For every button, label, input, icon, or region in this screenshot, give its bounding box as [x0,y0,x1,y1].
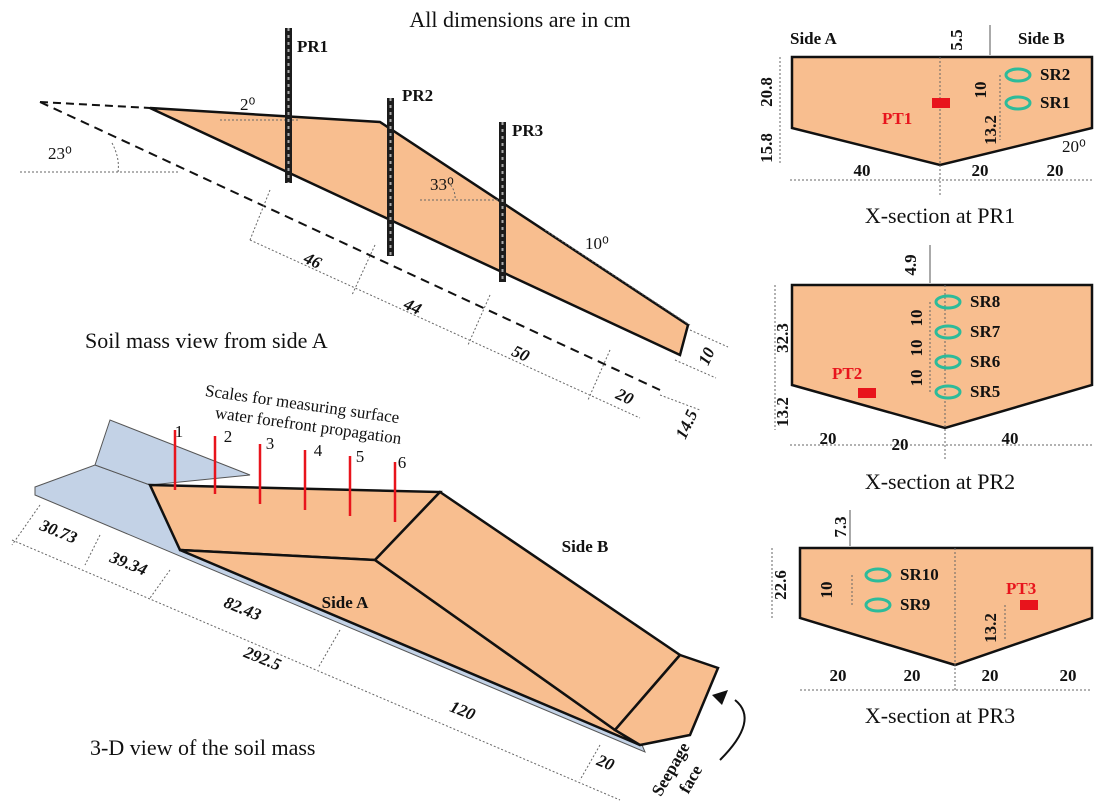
sensor-label: SR5 [970,382,1000,401]
dimension: 13.2 [981,613,1000,643]
shape [150,108,688,355]
sensor-label: SR1 [1040,93,1070,112]
caption: Soil mass view from side A [85,328,328,353]
probe-label: PR2 [402,86,433,105]
dimension: 20 [593,750,617,775]
transducer-label: PT1 [882,109,912,128]
dimension: 10 [907,340,926,357]
dimension: 5.5 [947,29,966,50]
shape [318,630,340,668]
side-label: Side B [1018,29,1065,48]
dimension: 40 [1002,429,1019,448]
dimension: 20 [830,666,847,685]
dimension: 50 [509,341,533,366]
angle-label: 20⁰ [1062,137,1086,156]
dimension: 10 [694,344,719,368]
shape [112,143,118,172]
angle-label: 2⁰ [240,95,256,114]
angle-label: 33⁰ [430,175,454,194]
dimension: 30.73 [36,515,80,548]
shape [468,295,490,345]
dimension: 20 [1047,161,1064,180]
shape [690,330,728,347]
dimension: 20 [820,429,837,448]
shape [858,388,876,398]
dimension: 7.3 [831,516,850,537]
shape [85,535,100,565]
shape [712,690,728,705]
scale-label: 3 [266,434,275,453]
shape [720,700,745,760]
caption: X-section at PR3 [865,703,1015,728]
shape [150,570,170,598]
shape [40,102,150,108]
dimension: 82.43 [221,593,264,625]
dimension: 20 [892,435,909,454]
dimension: 14.5 [672,406,702,441]
shape [660,395,700,410]
shape [800,548,1092,665]
side-label: Side B [562,537,609,556]
dimension: 10 [971,82,990,99]
scale-label: 4 [314,441,323,460]
dimension: 20.8 [757,77,776,107]
sensor-label: SR9 [900,595,930,614]
dimension: 46 [300,248,325,273]
angle-label: 23⁰ [48,144,72,163]
sensor-label: SR7 [970,322,1001,341]
dimension: 20 [972,161,989,180]
sensor-label: SR8 [970,292,1000,311]
caption: 3-D view of the soil mass [90,735,315,760]
dimension: 20 [1060,666,1077,685]
dimension: 13.2 [773,397,792,427]
dimension: 10 [817,582,836,599]
side-label: Side A [322,593,369,612]
shape [250,190,270,240]
sensor-label: SR10 [900,565,939,584]
sensor-label: SR2 [1040,65,1070,84]
dimension: 10 [907,310,926,327]
dimension: 120 [447,697,478,724]
angle-label: 10⁰ [585,234,609,253]
dimension: 44 [400,294,424,319]
dimension: 20 [612,384,637,409]
scale-label: 2 [224,427,233,446]
dimension: 39.34 [106,547,150,579]
dimension: 10 [907,370,926,387]
dimension: 20 [982,666,999,685]
transducer-label: PT2 [832,364,862,383]
shape [352,245,375,295]
dimension: 32.3 [773,323,792,353]
shape [932,98,950,108]
side-view [20,28,728,418]
dimension: 4.9 [901,254,920,275]
diagram: All dimensions are in cm Soil mass view f… [0,0,1109,810]
caption: X-section at PR2 [865,469,1015,494]
caption: X-section at PR1 [865,203,1015,228]
probe-label: PR1 [297,37,328,56]
side-label: Side A [790,29,837,48]
transducer-label: PT3 [1006,579,1036,598]
scale-label: 1 [175,422,184,441]
scale-label: 5 [356,447,365,466]
scale-label: 6 [398,453,407,472]
shape [1020,600,1038,610]
dimension: 15.8 [757,133,776,163]
dimension: 20 [904,666,921,685]
dimension: 40 [854,161,871,180]
dimension: 22.6 [771,570,790,600]
dimension: 13.2 [981,115,1000,145]
probe-label: PR3 [512,121,543,140]
shape [12,505,40,545]
sensor-label: SR6 [970,352,1000,371]
note: All dimensions are in cm [409,7,630,32]
